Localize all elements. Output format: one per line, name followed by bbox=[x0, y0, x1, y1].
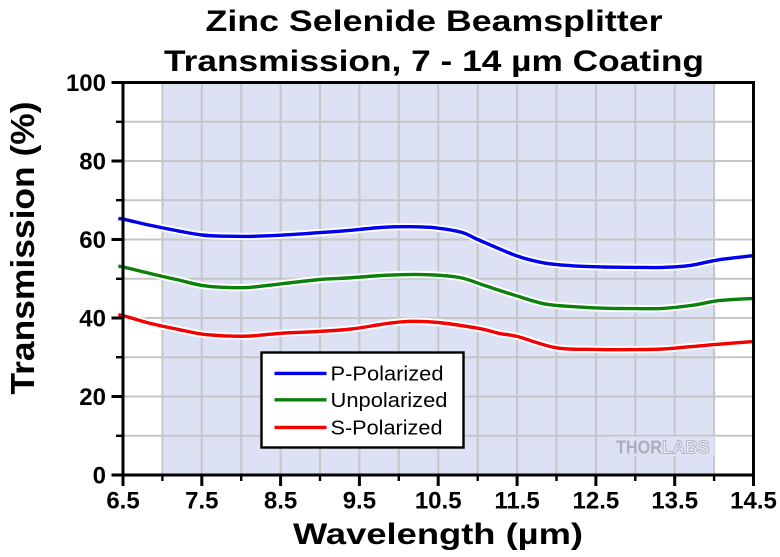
svg-text:7.5: 7.5 bbox=[185, 488, 218, 515]
svg-text:14.5: 14.5 bbox=[730, 488, 777, 515]
svg-text:Transmission (%): Transmission (%) bbox=[4, 102, 41, 395]
svg-text:Zinc Selenide Beamsplitter: Zinc Selenide Beamsplitter bbox=[206, 5, 663, 38]
svg-text:40: 40 bbox=[79, 306, 106, 333]
svg-text:Unpolarized: Unpolarized bbox=[331, 390, 448, 412]
svg-text:11.5: 11.5 bbox=[494, 488, 539, 515]
svg-text:LABS: LABS bbox=[662, 437, 710, 457]
svg-text:60: 60 bbox=[79, 227, 106, 254]
svg-text:S-Polarized: S-Polarized bbox=[331, 417, 443, 439]
svg-text:9.5: 9.5 bbox=[343, 488, 376, 515]
svg-text:P-Polarized: P-Polarized bbox=[331, 363, 444, 385]
svg-text:0: 0 bbox=[93, 463, 106, 490]
svg-text:13.5: 13.5 bbox=[651, 488, 698, 515]
svg-text:10.5: 10.5 bbox=[415, 488, 462, 515]
svg-text:20: 20 bbox=[79, 384, 106, 411]
svg-text:6.5: 6.5 bbox=[106, 488, 139, 515]
svg-text:8.5: 8.5 bbox=[264, 488, 297, 515]
svg-text:100: 100 bbox=[66, 70, 106, 97]
svg-text:Transmission, 7 - 14 µm Coatin: Transmission, 7 - 14 µm Coating bbox=[164, 45, 704, 78]
svg-text:12.5: 12.5 bbox=[573, 488, 620, 515]
svg-text:THOR: THOR bbox=[616, 437, 662, 457]
svg-text:80: 80 bbox=[79, 149, 106, 176]
svg-text:Wavelength (µm): Wavelength (µm) bbox=[293, 518, 583, 551]
